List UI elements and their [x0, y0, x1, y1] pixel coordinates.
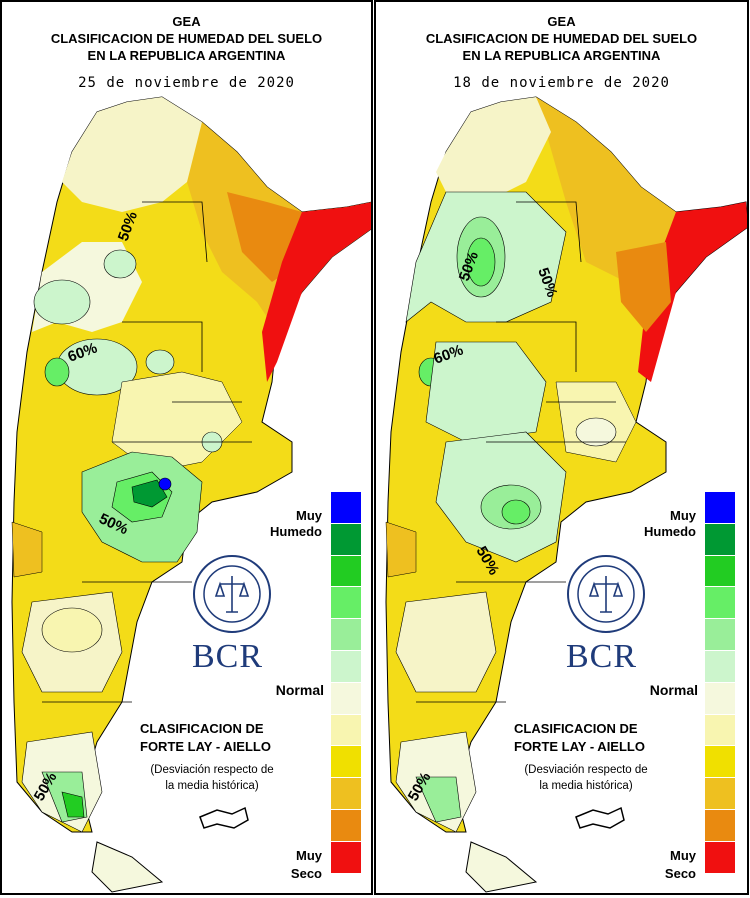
soil-moisture-map: 50% 60% 50% 50%	[11, 96, 371, 893]
legend-swatch	[331, 555, 361, 588]
bcr-seal-logo	[567, 555, 645, 633]
map-panel-25-nov: 50% 60% 50% 50% GEA CLASIFICACION DE HUM…	[0, 0, 373, 895]
bcr-brand: BCR	[192, 638, 264, 675]
legend-swatch	[705, 682, 735, 715]
legend-swatch	[705, 619, 735, 651]
tierra-del-fuego	[465, 841, 538, 893]
malvinas-islands	[199, 806, 249, 829]
legend-swatch	[331, 587, 361, 620]
legend-swatch	[705, 587, 735, 620]
legend-normal-label: Normal	[649, 682, 698, 698]
color-legend	[331, 492, 361, 874]
legend-swatch	[705, 746, 735, 779]
legend-muy-label: Muy	[296, 508, 322, 523]
classification-note: (Desviación respecto de la media históri…	[524, 764, 648, 792]
soil-moisture-map: 50% 50% 60% 50% 50%	[385, 96, 747, 893]
title-gea: GEA	[547, 14, 576, 29]
classification-title: CLASIFICACION DE FORTE LAY - AIELLO	[140, 721, 271, 754]
bcr-seal-logo	[193, 555, 271, 633]
legend-swatch	[331, 714, 361, 747]
title-gea: GEA	[172, 14, 201, 29]
legend-swatch	[705, 714, 735, 747]
legend-swatch	[331, 523, 361, 556]
legend-swatch	[705, 778, 735, 810]
legend-swatch	[705, 841, 735, 874]
title-main: CLASIFICACION DE HUMEDAD DEL SUELO	[425, 31, 698, 46]
legend-swatch	[331, 778, 361, 810]
legend-normal-label: Normal	[275, 682, 324, 698]
legend-seco-label: Seco	[664, 866, 696, 881]
legend-swatch	[331, 809, 361, 842]
legend-muy-label: Muy	[296, 848, 322, 863]
classification-title: CLASIFICACION DE FORTE LAY - AIELLO	[514, 721, 645, 754]
legend-swatch	[331, 841, 361, 874]
bcr-brand: BCR	[566, 638, 638, 675]
legend-swatch	[331, 492, 361, 524]
legend-humedo-label: Humedo	[270, 524, 322, 539]
legend-swatch	[705, 809, 735, 842]
legend-swatch	[331, 746, 361, 779]
legend-swatch	[705, 492, 735, 524]
legend-swatch	[705, 650, 735, 683]
malvinas-islands	[575, 806, 625, 829]
title-country: EN LA REPUBLICA ARGENTINA	[462, 48, 661, 63]
color-legend	[705, 492, 735, 874]
legend-swatch	[705, 555, 735, 588]
map-panel-18-nov: 50% 50% 60% 50% 50% GEA CLASIFICACION DE…	[374, 0, 749, 895]
title-main: CLASIFICACION DE HUMEDAD DEL SUELO	[50, 31, 323, 46]
legend-swatch	[705, 523, 735, 556]
legend-muy-label: Muy	[670, 508, 696, 523]
title-country: EN LA REPUBLICA ARGENTINA	[87, 48, 286, 63]
legend-swatch	[331, 650, 361, 683]
map-date: 25 de noviembre de 2020	[78, 75, 295, 91]
classification-note: (Desviación respecto de la media históri…	[150, 764, 274, 792]
legend-humedo-label: Humedo	[644, 524, 696, 539]
legend-swatch	[331, 682, 361, 715]
map-date: 18 de noviembre de 2020	[453, 75, 670, 91]
tierra-del-fuego	[91, 841, 164, 893]
legend-muy-label: Muy	[670, 848, 696, 863]
legend-swatch	[331, 619, 361, 651]
legend-seco-label: Seco	[290, 866, 322, 881]
